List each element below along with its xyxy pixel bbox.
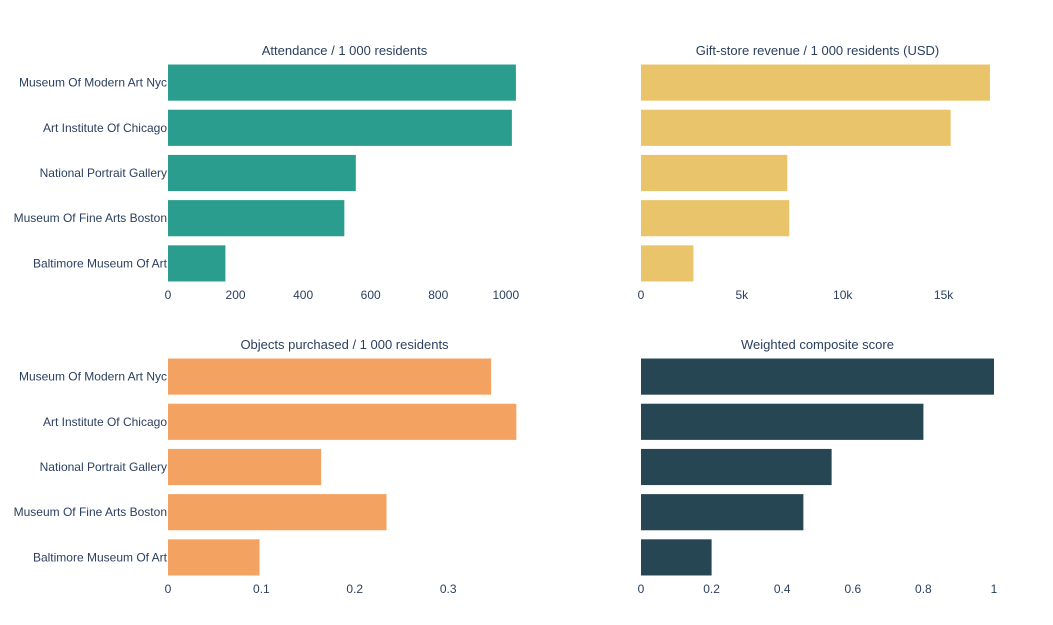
chart-panel-3: Objects purchased / 1 000 residents Museu…: [14, 337, 517, 596]
bar: [641, 448, 832, 486]
chart-panel-4: Weighted composite score 0 0.2 0.4 0.6 0.8 1: [638, 337, 998, 596]
bar: [641, 109, 951, 146]
x-tick-label: 0.2: [346, 582, 363, 596]
bar: [168, 245, 226, 282]
panel-title: Weighted composite score: [741, 337, 894, 352]
x-tick-label: 0: [165, 582, 172, 596]
category-label: Museum Of Fine Arts Boston: [14, 505, 167, 519]
bar: [168, 358, 492, 395]
x-tick-label: 1000: [492, 288, 519, 302]
category-label: Museum Of Modern Art Nyc: [19, 76, 167, 90]
x-tick-label: 0.4: [774, 582, 791, 596]
bar: [641, 494, 804, 531]
panel-title: Gift-store revenue / 1 000 residents (US…: [696, 43, 940, 58]
category-label: Baltimore Museum Of Art: [33, 256, 168, 270]
x-tick-label: 15k: [934, 288, 954, 302]
x-tick-label: 0.6: [844, 582, 861, 596]
x-tick-label: 0: [638, 582, 645, 596]
bar: [641, 245, 694, 282]
x-tick-label: 0.3: [440, 582, 457, 596]
bar: [168, 154, 356, 192]
panel-title: Attendance / 1 000 residents: [262, 43, 428, 58]
category-label: National Portrait Gallery: [40, 166, 167, 180]
x-tick-label: 0.1: [253, 582, 270, 596]
category-label: Baltimore Museum Of Art: [33, 550, 168, 564]
x-tick-label: 400: [293, 288, 313, 302]
category-label: Art Institute Of Chicago: [43, 121, 167, 135]
bar: [641, 64, 990, 101]
x-tick-label: 10k: [833, 288, 853, 302]
bar: [641, 403, 924, 440]
chart-panel-1: Attendance / 1 000 residents Museum Of Mo…: [14, 43, 520, 302]
x-tick-label: 200: [226, 288, 246, 302]
x-tick-label: 1: [991, 582, 998, 596]
category-label: National Portrait Gallery: [40, 460, 167, 474]
x-tick-label: 0.2: [703, 582, 720, 596]
bar: [168, 200, 345, 237]
bar: [168, 448, 322, 486]
bar: [168, 64, 516, 101]
category-label: Art Institute Of Chicago: [43, 415, 167, 429]
bar: [168, 539, 260, 576]
category-label: Museum Of Fine Arts Boston: [14, 211, 167, 225]
x-tick-label: 0.8: [915, 582, 932, 596]
category-label: Museum Of Modern Art Nyc: [19, 370, 167, 384]
chart-panel-2: Gift-store revenue / 1 000 residents (US…: [638, 43, 990, 302]
x-tick-label: 600: [361, 288, 381, 302]
bar: [641, 358, 994, 395]
x-tick-label: 5k: [736, 288, 750, 302]
bar: [168, 403, 517, 440]
bar: [641, 200, 790, 237]
x-tick-label: 800: [428, 288, 448, 302]
bar: [168, 109, 512, 146]
bar: [168, 494, 387, 531]
bar: [641, 539, 712, 576]
x-tick-label: 0: [638, 288, 645, 302]
bar: [641, 154, 788, 192]
x-tick-label: 0: [165, 288, 172, 302]
panel-title: Objects purchased / 1 000 residents: [240, 337, 449, 352]
